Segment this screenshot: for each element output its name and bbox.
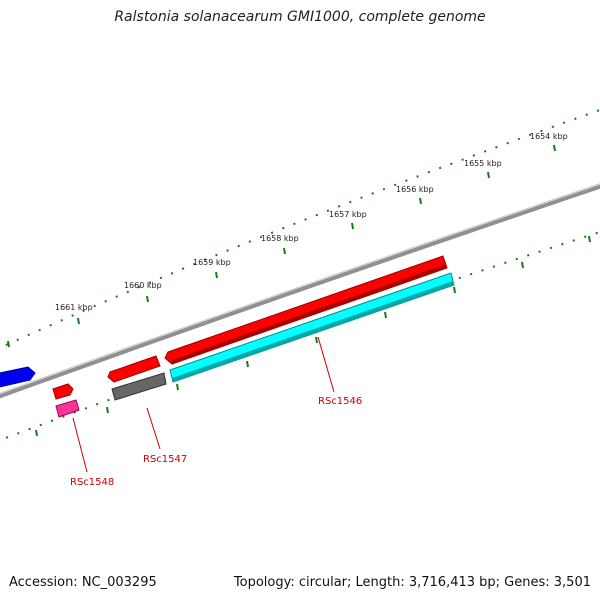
scale-tick-label: 1658 kbp xyxy=(261,234,299,243)
feature-rsc1548-pseudo[interactable] xyxy=(55,399,80,418)
feature-rsc1547-misc[interactable] xyxy=(111,372,167,401)
label-leaders xyxy=(72,336,335,473)
accession-label: Accession: NC_003295 xyxy=(9,575,157,590)
gene-label-rsc1547[interactable]: RSc1547 xyxy=(143,454,187,465)
inner-major-ticks xyxy=(35,235,591,437)
feature-rsc1547-cds[interactable] xyxy=(107,355,161,383)
scale-tick-label: 1660 kbp xyxy=(124,281,162,290)
feature-neighbor-cds[interactable] xyxy=(0,366,36,388)
scale-tick-label: 1656 kbp xyxy=(396,185,434,194)
scale-tick-label: 1661 kbp xyxy=(55,303,93,312)
feature-rsc1546-reverse[interactable] xyxy=(169,272,455,383)
feature-rsc1546-cds[interactable] xyxy=(164,255,448,365)
feature-rsc1548-cds[interactable] xyxy=(52,383,74,400)
genome-backbone xyxy=(0,183,600,399)
major-ticks xyxy=(7,144,556,348)
scale-tick-label: 1659 kbp xyxy=(193,258,231,267)
gene-label-rsc1548[interactable]: RSc1548 xyxy=(70,477,114,488)
map-title: Ralstonia solanacearum GMI1000, complete… xyxy=(114,9,486,25)
scale-tick-label: 1655 kbp xyxy=(464,159,502,168)
genome-summary-label: Topology: circular; Length: 3,716,413 bp… xyxy=(233,575,591,590)
scale-tick-label: 1654 kbp xyxy=(530,132,568,141)
gene-label-rsc1546[interactable]: RSc1546 xyxy=(318,396,362,407)
scale-tick-label: 1657 kbp xyxy=(329,210,367,219)
